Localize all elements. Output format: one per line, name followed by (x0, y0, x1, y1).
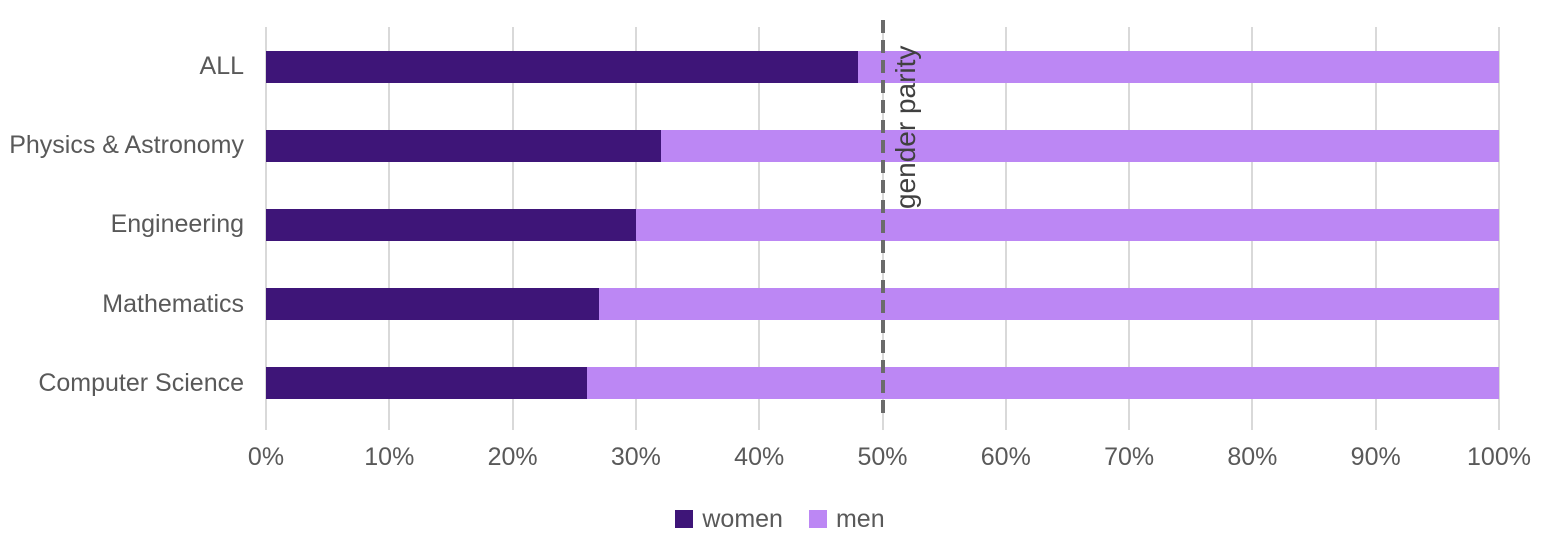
women-segment (266, 367, 587, 400)
tick-30% (634, 423, 637, 430)
bar-row-mathematics (266, 288, 1499, 321)
legend-item-women: women (675, 505, 783, 534)
men-segment (586, 367, 1499, 400)
men-segment (660, 129, 1499, 162)
category-label: Computer Science (38, 368, 244, 397)
gender-parity-label: gender parity (889, 45, 921, 209)
tick-40% (758, 423, 761, 430)
tick-100% (1498, 423, 1500, 430)
x-tick-label: 40% (734, 443, 785, 471)
men-segment (598, 288, 1499, 321)
tick-70% (1128, 423, 1131, 430)
tick-50% (881, 423, 884, 430)
tick-60% (1004, 423, 1007, 430)
bar-row-physics-astronomy (266, 129, 1499, 162)
tick-90% (1374, 423, 1377, 430)
bar-row-engineering (266, 209, 1499, 241)
legend-label-women: women (702, 504, 783, 533)
x-tick-label: 0% (247, 443, 285, 471)
category-axis-labels: ALL Physics & Astronomy Engineering Mathema… (0, 27, 246, 423)
men-color-swatch (808, 510, 827, 528)
bar-row-all (266, 50, 1499, 83)
women-segment (266, 288, 599, 321)
x-tick-label: 80% (1227, 443, 1278, 471)
category-label: Physics & Astronomy (9, 131, 244, 160)
x-tick-label: 10% (364, 443, 415, 471)
x-tick-label: 60% (980, 443, 1031, 471)
x-tick-label: 90% (1350, 443, 1401, 471)
legend-label-men: men (835, 504, 885, 533)
x-tick-label: 100% (1467, 443, 1531, 471)
women-segment (266, 50, 858, 83)
gridline-100% (1498, 27, 1500, 423)
category-label: ALL (199, 52, 244, 81)
x-axis-tick-labels: 0% 10% 20% 30% 40% 50% 60% 70% 80% 90% 100% (248, 443, 1531, 475)
gender-parity-dashed-line (880, 20, 885, 420)
legend: women men (0, 503, 1560, 535)
legend-item-men: men (808, 504, 885, 534)
category-label: Engineering (110, 210, 244, 239)
category-label: Mathematics (102, 289, 244, 318)
tick-20% (511, 423, 514, 430)
women-segment (266, 209, 636, 241)
x-tick-label: 30% (610, 443, 661, 471)
x-tick-label: 50% (857, 443, 908, 471)
x-tick-label: 70% (1104, 443, 1155, 471)
tick-10% (388, 423, 391, 430)
x-tick-label: 20% (487, 443, 538, 471)
men-segment (635, 209, 1499, 241)
plot-area: gender parity (265, 20, 1500, 430)
tick-80% (1251, 423, 1254, 430)
men-segment (857, 50, 1499, 83)
women-color-swatch (675, 510, 694, 528)
tick-0% (265, 423, 267, 430)
women-segment (266, 129, 661, 162)
bar-row-computer-science (266, 367, 1499, 400)
